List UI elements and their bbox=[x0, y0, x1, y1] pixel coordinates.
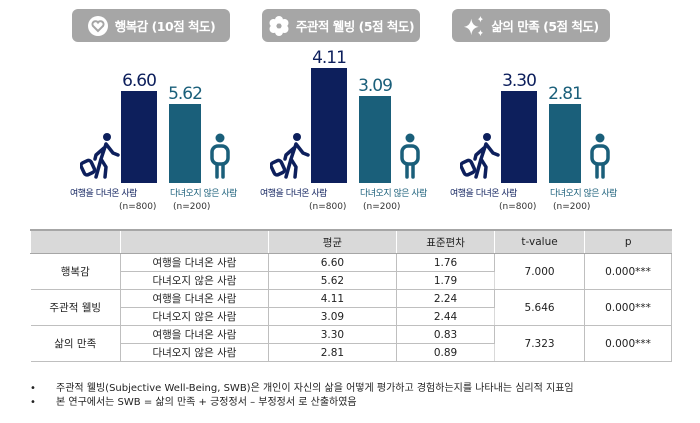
measure-cell: 주관적 웰빙 bbox=[30, 289, 121, 326]
traveler-icon bbox=[459, 131, 500, 183]
person-icon bbox=[589, 133, 611, 183]
traveler-icon bbox=[79, 131, 120, 183]
category-label: 여행을 다녀온 사람 bbox=[450, 189, 517, 199]
chart-title: 주관적 웰빙 (5점 척도) bbox=[295, 19, 415, 34]
bar-value-label: 3.09 bbox=[358, 76, 393, 97]
footnotes: • 주관적 웰빙(Subjective Well-Being, SWB)은 개인이… bbox=[30, 382, 574, 410]
chart-panel: 삶의 만족 (5점 척도) 3.30 여행을 다녀온 사람 (n=800) 2.81 다녀… bbox=[450, 0, 622, 220]
column-header: p bbox=[583, 229, 672, 254]
category-label: 다녀오지 않은 사람 bbox=[550, 189, 617, 199]
person-icon bbox=[399, 133, 421, 183]
flower-icon bbox=[268, 15, 290, 37]
table-cell: 2.81 bbox=[267, 343, 397, 362]
bar-value-label: 6.60 bbox=[122, 70, 157, 91]
table-row: 삶의 만족 여행을 다녀온 사람 3.30 0.83 7.323 0.000*** bbox=[30, 325, 673, 362]
bar bbox=[549, 104, 581, 183]
category-label: 여행을 다녀온 사람 bbox=[260, 189, 327, 199]
table-cell: 0.89 bbox=[395, 343, 496, 362]
chart-title: 행복감 (10점 척도) bbox=[114, 19, 216, 34]
bar-value-label: 2.81 bbox=[548, 84, 583, 105]
sample-size-label: (n=200) bbox=[363, 202, 401, 212]
traveler-icon bbox=[269, 131, 310, 183]
chart-title-badge: 삶의 만족 (5점 척도) bbox=[452, 9, 610, 42]
column-header: 표준편차 bbox=[395, 229, 495, 254]
measure-cell: 삶의 만족 bbox=[30, 325, 121, 362]
table-cell: 3.30 bbox=[267, 325, 397, 344]
chart-title: 삶의 만족 (5점 척도) bbox=[491, 19, 599, 34]
footnote: • 주관적 웰빙(Subjective Well-Being, SWB)은 개인이… bbox=[30, 383, 574, 394]
column-header: t-value bbox=[494, 229, 585, 254]
table-cell: 다녀오지 않은 사람 bbox=[120, 343, 269, 362]
t-value-cell: 7.000 bbox=[494, 253, 585, 290]
category-label: 여행을 다녀온 사람 bbox=[70, 189, 137, 199]
table-cell: 1.79 bbox=[395, 271, 496, 290]
chart-title-badge: 주관적 웰빙 (5점 척도) bbox=[262, 9, 420, 42]
table-row: 행복감 여행을 다녀온 사람 6.60 1.76 7.000 0.000*** bbox=[30, 253, 673, 290]
p-value-cell: 0.000*** bbox=[583, 289, 673, 326]
table-cell: 2.44 bbox=[395, 307, 496, 326]
column-header bbox=[120, 229, 269, 254]
bar bbox=[169, 104, 201, 183]
category-label: 다녀오지 않은 사람 bbox=[360, 189, 427, 199]
table-cell: 다녀오지 않은 사람 bbox=[120, 271, 269, 290]
t-value-cell: 7.323 bbox=[494, 325, 585, 362]
table-cell: 여행을 다녀온 사람 bbox=[120, 325, 269, 344]
column-header: 평균 bbox=[267, 229, 397, 254]
column-header bbox=[30, 229, 121, 254]
chart-title-badge: 행복감 (10점 척도) bbox=[72, 9, 230, 42]
measure-cell: 행복감 bbox=[30, 253, 121, 290]
bar bbox=[359, 96, 391, 183]
category-label: 다녀오지 않은 사람 bbox=[170, 189, 237, 199]
results-table: 평균 표준편차 t-value p 행복감 여행을 다녀온 사람 6.60 1.76 7.00… bbox=[30, 229, 673, 362]
table-cell: 여행을 다녀온 사람 bbox=[120, 289, 269, 308]
t-value-cell: 5.646 bbox=[494, 289, 585, 326]
sample-size-label: (n=200) bbox=[553, 202, 591, 212]
table-cell: 3.09 bbox=[267, 307, 397, 326]
chart-panel: 주관적 웰빙 (5점 척도) 4.11 여행을 다녀온 사람 (n=800) 3.09 다… bbox=[260, 0, 432, 220]
bar-value-label: 5.62 bbox=[168, 84, 203, 105]
heart-icon bbox=[87, 15, 109, 37]
bar bbox=[501, 90, 537, 183]
table-cell: 0.83 bbox=[395, 325, 496, 344]
table-row: 다녀오지 않은 사람 2.81 0.89 bbox=[31, 343, 672, 362]
table-cell: 2.24 bbox=[395, 289, 496, 308]
bar-value-label: 3.30 bbox=[502, 70, 537, 91]
table-cell: 1.76 bbox=[395, 253, 496, 272]
sample-size-label: (n=200) bbox=[173, 202, 211, 212]
bar-value-label: 4.11 bbox=[312, 47, 347, 68]
table-row: 다녀오지 않은 사람 5.62 1.79 bbox=[31, 271, 672, 290]
table-cell: 6.60 bbox=[267, 253, 397, 272]
footnote: • 본 연구에서는 SWB = 삶의 만족 + 긍정정서 – 부정정서 로 산출하… bbox=[30, 397, 357, 408]
table-cell: 4.11 bbox=[267, 289, 397, 308]
table-cell: 여행을 다녀온 사람 bbox=[120, 253, 269, 272]
chart-panel: 행복감 (10점 척도) 6.60 여행을 다녀온 사람 (n=800) 5.62 다녀오… bbox=[70, 0, 242, 220]
p-value-cell: 0.000*** bbox=[583, 325, 673, 362]
table-cell: 다녀오지 않은 사람 bbox=[120, 307, 269, 326]
sample-size-label: (n=800) bbox=[309, 202, 347, 212]
table-row: 주관적 웰빙 여행을 다녀온 사람 4.11 2.24 5.646 0.000*** bbox=[30, 289, 673, 326]
p-value-cell: 0.000*** bbox=[583, 253, 673, 290]
sample-size-label: (n=800) bbox=[499, 202, 537, 212]
sample-size-label: (n=800) bbox=[119, 202, 157, 212]
table-cell: 5.62 bbox=[267, 271, 397, 290]
bar bbox=[311, 67, 347, 183]
person-icon bbox=[209, 133, 231, 183]
bar bbox=[121, 90, 157, 183]
sparkle-icon bbox=[463, 15, 485, 37]
